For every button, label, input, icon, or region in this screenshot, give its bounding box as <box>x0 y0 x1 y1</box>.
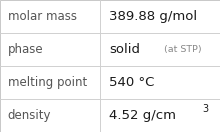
Text: 4.52 g/cm: 4.52 g/cm <box>109 109 176 122</box>
Text: solid: solid <box>109 43 140 56</box>
Text: 389.88 g/mol: 389.88 g/mol <box>109 10 197 23</box>
Text: density: density <box>8 109 51 122</box>
Text: (at STP): (at STP) <box>161 45 201 54</box>
Text: melting point: melting point <box>8 76 87 89</box>
Text: 3: 3 <box>202 104 208 114</box>
Text: molar mass: molar mass <box>8 10 77 23</box>
Text: 540 °C: 540 °C <box>109 76 154 89</box>
Text: phase: phase <box>8 43 43 56</box>
